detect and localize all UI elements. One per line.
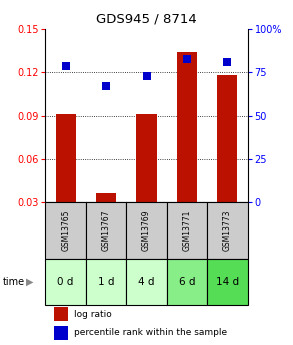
Bar xyxy=(86,202,126,259)
Point xyxy=(225,59,230,65)
Text: log ratio: log ratio xyxy=(74,310,111,319)
Text: time: time xyxy=(3,277,25,287)
Bar xyxy=(126,259,167,305)
Bar xyxy=(96,193,116,202)
Text: GDS945 / 8714: GDS945 / 8714 xyxy=(96,12,197,26)
Bar xyxy=(45,259,86,305)
Text: GSM13769: GSM13769 xyxy=(142,210,151,252)
Text: GSM13765: GSM13765 xyxy=(61,210,70,252)
Point xyxy=(104,83,108,89)
Text: GSM13773: GSM13773 xyxy=(223,210,232,252)
Text: 1 d: 1 d xyxy=(98,277,114,287)
Text: 6 d: 6 d xyxy=(179,277,195,287)
Bar xyxy=(45,202,86,259)
Text: GSM13771: GSM13771 xyxy=(183,210,191,251)
Bar xyxy=(217,75,237,202)
Point xyxy=(144,73,149,79)
Text: 0 d: 0 d xyxy=(57,277,74,287)
Text: ▶: ▶ xyxy=(26,277,34,287)
Bar xyxy=(56,114,76,202)
Text: 4 d: 4 d xyxy=(138,277,155,287)
Bar xyxy=(177,52,197,202)
Point xyxy=(185,56,189,61)
Bar xyxy=(207,202,248,259)
Text: percentile rank within the sample: percentile rank within the sample xyxy=(74,328,227,337)
Bar xyxy=(167,202,207,259)
Point xyxy=(63,63,68,68)
Bar xyxy=(167,259,207,305)
Text: GSM13767: GSM13767 xyxy=(102,210,110,252)
Text: 14 d: 14 d xyxy=(216,277,239,287)
Bar xyxy=(86,259,126,305)
Bar xyxy=(126,202,167,259)
Bar xyxy=(54,326,68,340)
Bar xyxy=(137,114,156,202)
Bar xyxy=(207,259,248,305)
Bar xyxy=(54,307,68,321)
